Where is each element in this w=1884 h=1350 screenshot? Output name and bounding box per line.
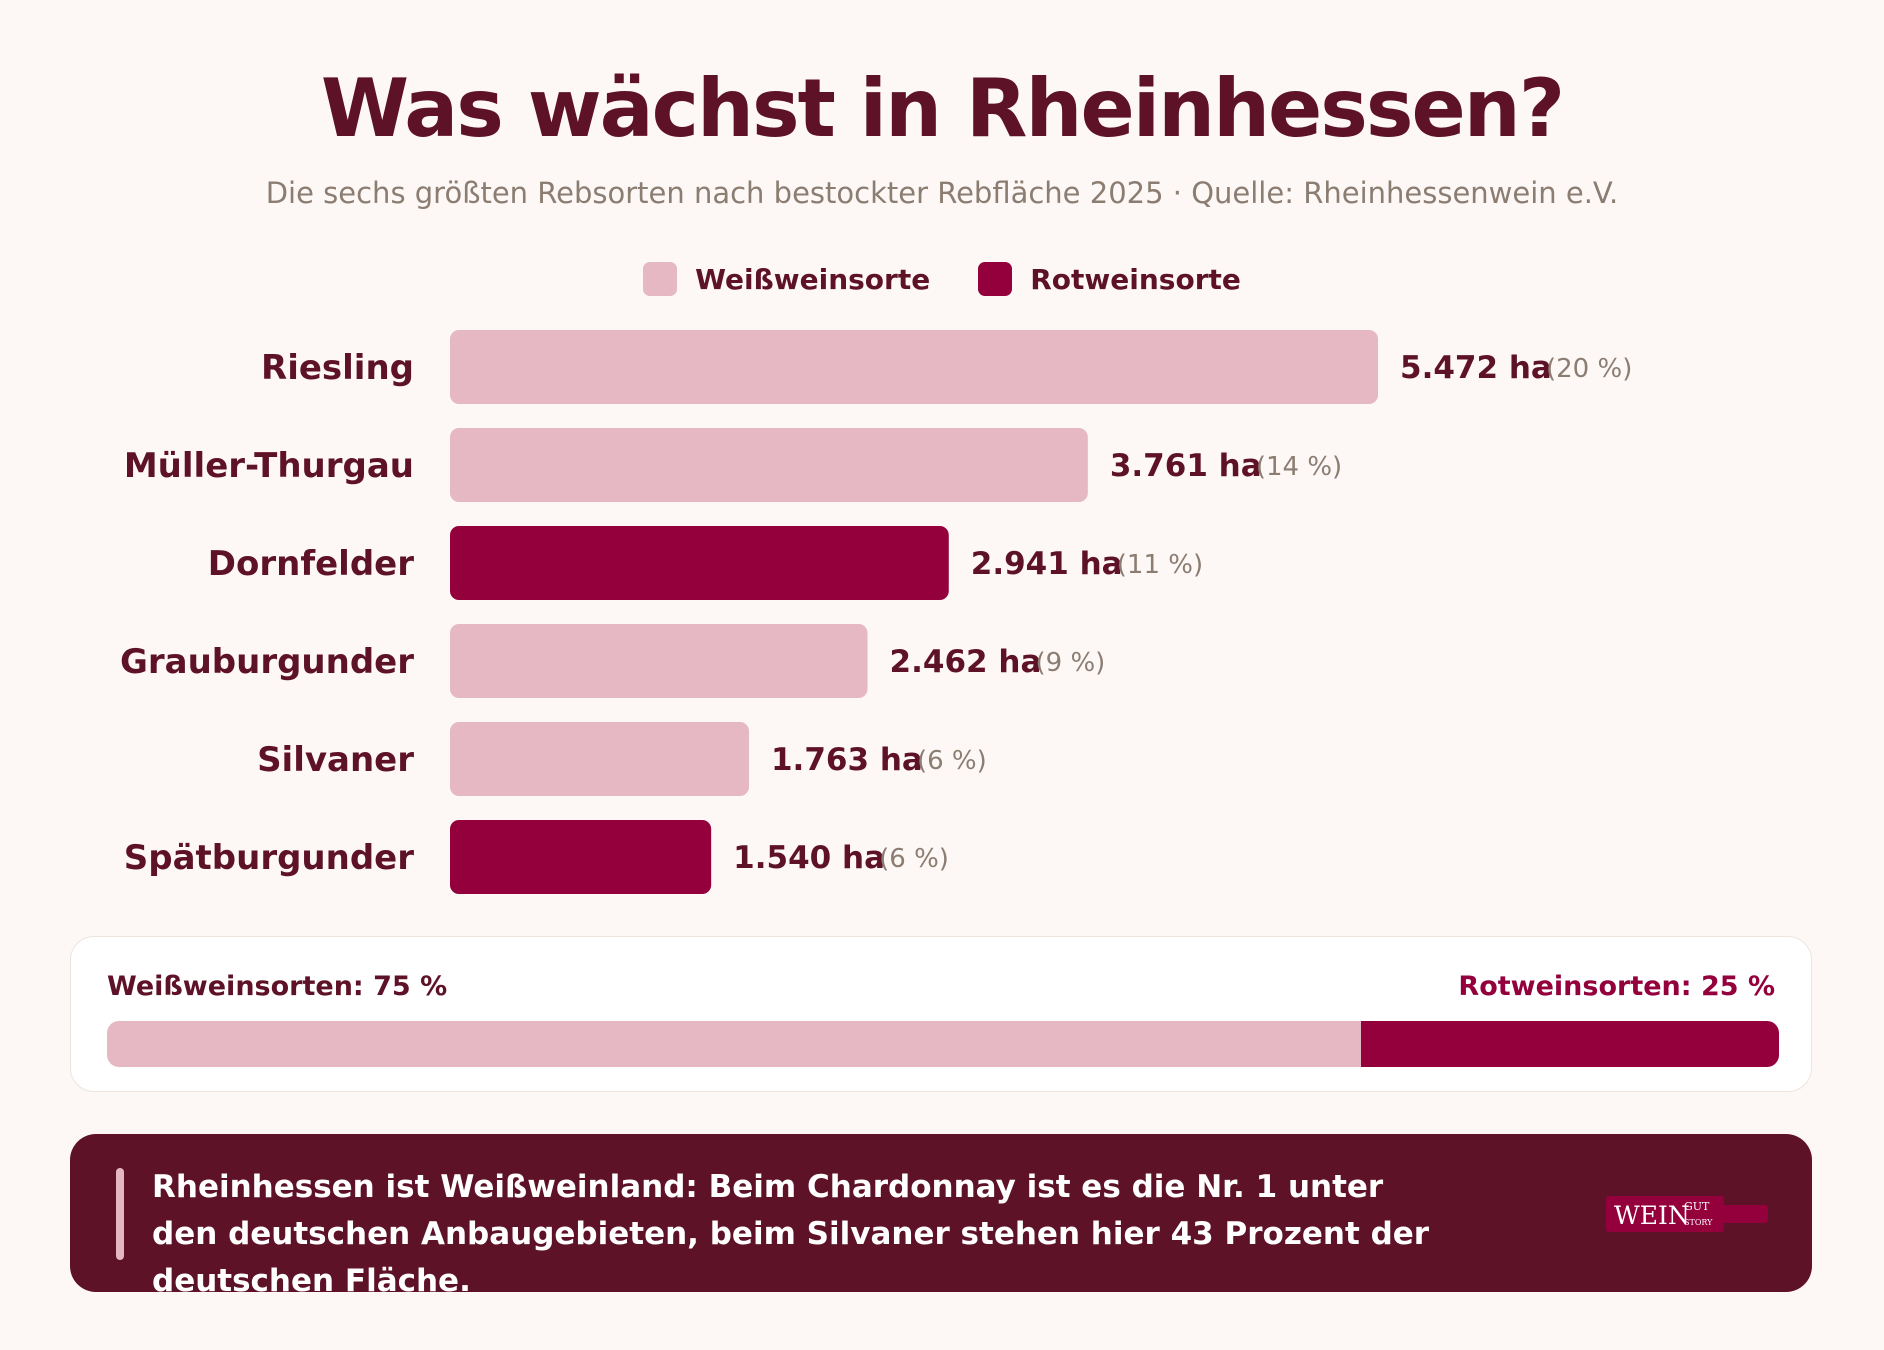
bar (450, 624, 868, 698)
red-share-fill (1361, 1021, 1779, 1067)
percent-label: (9 %) (1036, 648, 1106, 678)
logo-wordmark: WEIN (1614, 1201, 1690, 1230)
weingut-story-logo: WEIN GUT STORY (1606, 1196, 1768, 1232)
percent-label: (20 %) (1546, 354, 1632, 384)
value-label: 3.761 ha (1110, 448, 1262, 484)
share-split-bar (107, 1021, 1779, 1067)
category-label: Müller-Thurgau (124, 446, 414, 486)
legend: Weißweinsorte Rotweinsorte (0, 262, 1884, 296)
logo-word-top: GUT (1684, 1200, 1710, 1213)
legend-item-red: Rotweinsorte (978, 262, 1241, 296)
percent-label: (14 %) (1256, 452, 1342, 482)
bar (450, 526, 949, 600)
value-label: 2.941 ha (971, 546, 1123, 582)
legend-swatch-white (643, 262, 678, 296)
bar (450, 820, 712, 894)
category-label: Spätburgunder (124, 838, 414, 878)
legend-label-white: Weißweinsorte (695, 262, 931, 296)
value-label: 1.540 ha (733, 840, 885, 876)
legend-swatch-red (978, 262, 1013, 296)
category-label: Grauburgunder (120, 642, 414, 682)
chart-title: Was wächst in Rheinhessen? (320, 62, 1565, 155)
percent-label: (11 %) (1117, 550, 1203, 580)
legend-item-white: Weißweinsorte (643, 262, 930, 296)
white-share-fill (107, 1021, 1361, 1067)
percent-label: (6 %) (879, 844, 949, 874)
red-share-label: Rotweinsorten: 25 % (1458, 971, 1775, 1002)
percent-label: (6 %) (917, 746, 987, 776)
value-label: 1.763 ha (771, 742, 923, 778)
value-label: 5.472 ha (1400, 350, 1552, 386)
note-text: Rheinhessen ist Weißweinland: Beim Chard… (152, 1169, 1430, 1299)
category-label: Silvaner (257, 740, 414, 780)
info-note-box: Rheinhessen ist Weißweinland: Beim Chard… (70, 1134, 1812, 1299)
bar (450, 722, 749, 796)
bar (450, 428, 1088, 502)
value-label: 2.462 ha (890, 644, 1042, 680)
legend-label-red: Rotweinsorte (1030, 262, 1241, 296)
bar (450, 330, 1378, 404)
category-label: Dornfelder (208, 544, 414, 584)
share-summary-card: Weißweinsorten: 75 % Rotweinsorten: 25 % (70, 936, 1812, 1092)
note-accent-line (116, 1168, 124, 1260)
white-share-label: Weißweinsorten: 75 % (107, 971, 448, 1002)
category-label: Riesling (261, 348, 414, 388)
logo-word-bottom: STORY (1684, 1218, 1713, 1227)
chart-subtitle: Die sechs größten Rebsorten nach bestock… (265, 176, 1619, 210)
